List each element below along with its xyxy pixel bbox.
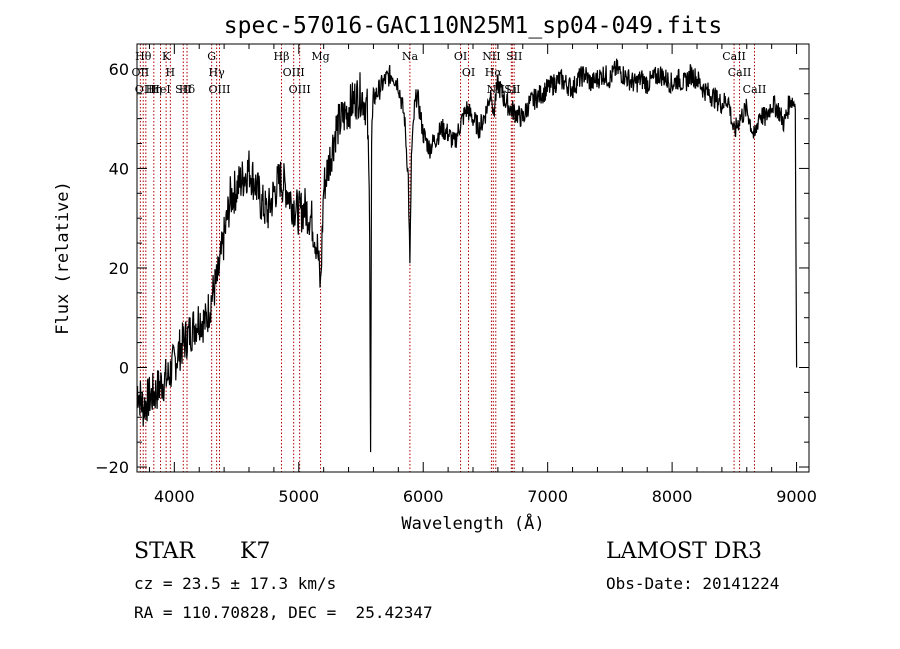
chart-title: spec-57016-GAC110N25M1_sp04-049.fits bbox=[224, 13, 723, 39]
line-label-6: H bbox=[166, 66, 176, 79]
line-label-12: Hβ bbox=[274, 50, 290, 63]
x-tick-label: 7000 bbox=[527, 487, 568, 506]
survey-name: LAMOST DR3 bbox=[606, 539, 762, 564]
line-label-1: OII bbox=[132, 66, 150, 79]
spectrum-line bbox=[136, 58, 798, 453]
y-tick-label: 20 bbox=[109, 259, 129, 278]
line-label-23: SII bbox=[504, 83, 520, 96]
line-label-8: Hδ bbox=[179, 83, 196, 96]
line-label-27: CaII bbox=[743, 83, 767, 96]
line-label-22: Li bbox=[506, 83, 517, 96]
y-tick-label: 40 bbox=[109, 159, 129, 178]
line-label-15: Mg bbox=[311, 50, 329, 63]
line-label-10: Hγ bbox=[209, 66, 226, 79]
line-label-20: Hα bbox=[485, 66, 503, 79]
line-label-5: K bbox=[162, 50, 171, 63]
line-label-24: SII bbox=[506, 50, 522, 63]
y-tick-label: 60 bbox=[109, 60, 129, 79]
line-label-4: HeI bbox=[150, 83, 170, 96]
line-label-16: Na bbox=[402, 50, 419, 63]
redshift-velocity: cz = 23.5 ± 17.3 km/s bbox=[134, 574, 337, 593]
line-label-19: NII bbox=[482, 50, 500, 63]
line-label-9: G bbox=[207, 50, 216, 63]
observation-date: Obs-Date: 20141224 bbox=[606, 574, 780, 593]
line-label-13: OIII bbox=[283, 66, 305, 79]
line-label-25: CaII bbox=[722, 50, 746, 63]
x-tick-label: 9000 bbox=[776, 487, 817, 506]
y-axis-label: Flux (relative) bbox=[53, 181, 73, 335]
y-tick-label: 0 bbox=[119, 358, 129, 377]
x-axis-ticks: 4000 5000 6000 7000 8000 9000 bbox=[148, 44, 817, 506]
x-axis-label: Wavelength (Å) bbox=[401, 512, 544, 534]
coordinates: RA = 110.70828, DEC = 25.42347 bbox=[134, 603, 433, 622]
x-tick-label: 6000 bbox=[403, 487, 444, 506]
x-tick-label: 4000 bbox=[154, 487, 195, 506]
y-tick-label: −20 bbox=[95, 458, 129, 477]
line-label-2: OIII bbox=[135, 83, 157, 96]
emission-line-labels: HθOIIOIIIHηHeIKHSIIHδGHγOIIIHβOIIIOIIIMg… bbox=[132, 50, 767, 96]
line-label-3: Hη bbox=[146, 83, 162, 96]
object-class: STAR bbox=[134, 539, 195, 564]
line-label-18: OI bbox=[462, 66, 475, 79]
x-tick-label: 5000 bbox=[278, 487, 319, 506]
line-label-11: OIII bbox=[208, 83, 230, 96]
line-label-0: Hθ bbox=[135, 50, 152, 63]
object-subclass: K7 bbox=[240, 539, 271, 564]
line-label-14: OIII bbox=[289, 83, 311, 96]
plot-frame bbox=[136, 43, 810, 473]
line-label-7: SII bbox=[175, 83, 191, 96]
line-label-17: OI bbox=[454, 50, 467, 63]
emission-line-markers bbox=[139, 44, 755, 472]
line-label-26: CaII bbox=[728, 66, 752, 79]
x-tick-label: 8000 bbox=[652, 487, 693, 506]
y-axis-ticks: −20 0 20 40 60 bbox=[95, 60, 809, 477]
